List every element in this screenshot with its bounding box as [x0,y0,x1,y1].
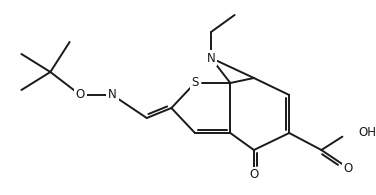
Text: S: S [191,76,199,90]
Text: N: N [108,89,117,102]
Text: O: O [344,161,353,175]
Text: N: N [207,51,215,65]
Text: O: O [249,168,259,182]
Text: OH: OH [359,127,376,139]
Text: O: O [76,89,85,102]
